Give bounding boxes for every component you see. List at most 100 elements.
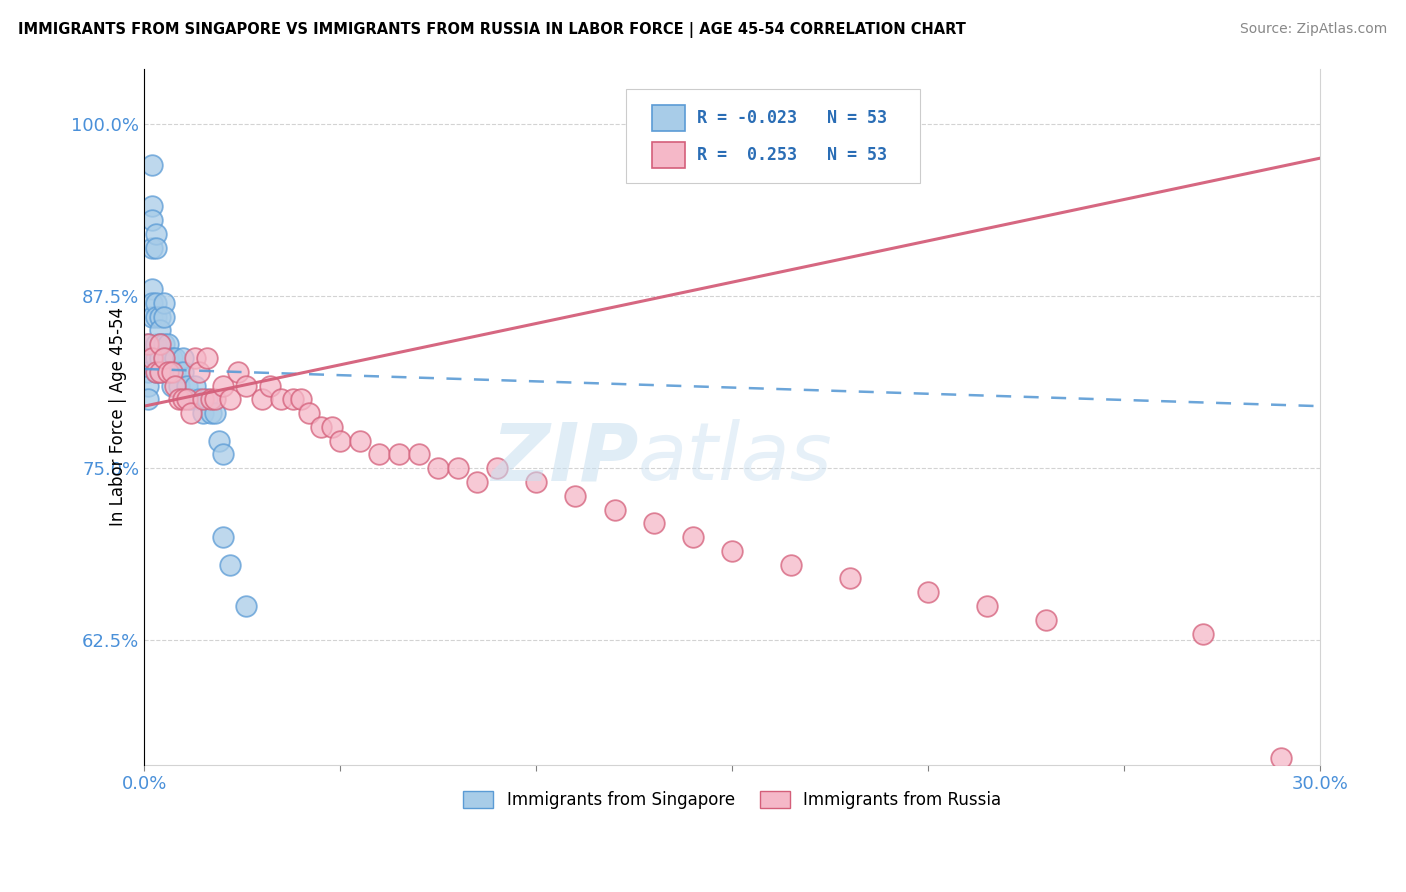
Point	[1035, 613, 1057, 627]
Legend: Immigrants from Singapore, Immigrants from Russia: Immigrants from Singapore, Immigrants fr…	[457, 784, 1008, 815]
Point	[408, 447, 430, 461]
Point	[211, 530, 233, 544]
Point	[467, 475, 489, 489]
Point	[172, 392, 194, 407]
Point	[145, 310, 167, 324]
Point	[191, 406, 214, 420]
FancyBboxPatch shape	[627, 89, 921, 184]
Point	[165, 365, 187, 379]
Point	[259, 378, 281, 392]
Point	[219, 558, 242, 572]
Point	[321, 420, 343, 434]
Point	[145, 295, 167, 310]
Point	[180, 406, 202, 420]
Point	[141, 213, 163, 227]
Point	[156, 337, 179, 351]
Point	[643, 516, 665, 531]
Point	[136, 392, 159, 407]
Text: R =  0.253   N = 53: R = 0.253 N = 53	[697, 145, 887, 164]
Point	[172, 351, 194, 365]
Point	[145, 337, 167, 351]
Point	[136, 378, 159, 392]
Point	[211, 447, 233, 461]
Point	[156, 365, 179, 379]
Point	[145, 227, 167, 241]
Text: Source: ZipAtlas.com: Source: ZipAtlas.com	[1240, 22, 1388, 37]
Point	[145, 365, 167, 379]
Point	[160, 365, 183, 379]
Point	[188, 365, 211, 379]
Point	[169, 378, 191, 392]
Point	[152, 337, 174, 351]
Point	[160, 378, 183, 392]
Y-axis label: In Labor Force | Age 45-54: In Labor Force | Age 45-54	[110, 307, 128, 526]
Point	[281, 392, 304, 407]
Point	[165, 351, 187, 365]
Point	[152, 310, 174, 324]
Point	[141, 295, 163, 310]
Point	[141, 199, 163, 213]
Point	[160, 351, 183, 365]
Point	[388, 447, 411, 461]
Bar	[652, 142, 685, 168]
Point	[169, 392, 191, 407]
Point	[172, 365, 194, 379]
Point	[141, 351, 163, 365]
Text: atlas: atlas	[638, 419, 832, 497]
Point	[149, 337, 172, 351]
Point	[145, 351, 167, 365]
Point	[184, 351, 207, 365]
Point	[427, 461, 450, 475]
Point	[195, 392, 218, 407]
Text: IMMIGRANTS FROM SINGAPORE VS IMMIGRANTS FROM RUSSIA IN LABOR FORCE | AGE 45-54 C: IMMIGRANTS FROM SINGAPORE VS IMMIGRANTS …	[18, 22, 966, 38]
Point	[485, 461, 508, 475]
Point	[917, 585, 939, 599]
Point	[368, 447, 391, 461]
Point	[524, 475, 547, 489]
Point	[149, 365, 172, 379]
Point	[1270, 750, 1292, 764]
Point	[780, 558, 803, 572]
Point	[219, 392, 242, 407]
Point	[136, 351, 159, 365]
Point	[136, 365, 159, 379]
Point	[235, 378, 257, 392]
Point	[195, 351, 218, 365]
Point	[682, 530, 704, 544]
Point	[141, 158, 163, 172]
Point	[176, 392, 198, 407]
Point	[149, 323, 172, 337]
Point	[204, 392, 226, 407]
Point	[270, 392, 292, 407]
Point	[721, 544, 744, 558]
Point	[250, 392, 273, 407]
Point	[141, 241, 163, 255]
Point	[298, 406, 321, 420]
Point	[169, 365, 191, 379]
Point	[603, 502, 626, 516]
Text: ZIP: ZIP	[491, 419, 638, 497]
Point	[156, 365, 179, 379]
Point	[204, 406, 226, 420]
Point	[290, 392, 312, 407]
Point	[149, 337, 172, 351]
Point	[976, 599, 998, 613]
Point	[207, 434, 229, 448]
Point	[149, 310, 172, 324]
Point	[145, 241, 167, 255]
Point	[838, 571, 860, 585]
Point	[152, 295, 174, 310]
Text: R = -0.023   N = 53: R = -0.023 N = 53	[697, 109, 887, 127]
Point	[188, 392, 211, 407]
Point	[211, 378, 233, 392]
Point	[184, 378, 207, 392]
Point	[191, 392, 214, 407]
Point	[152, 351, 174, 365]
Point	[309, 420, 332, 434]
Point	[136, 337, 159, 351]
Point	[149, 365, 172, 379]
Point	[447, 461, 470, 475]
Point	[141, 310, 163, 324]
Point	[152, 351, 174, 365]
Point	[180, 392, 202, 407]
